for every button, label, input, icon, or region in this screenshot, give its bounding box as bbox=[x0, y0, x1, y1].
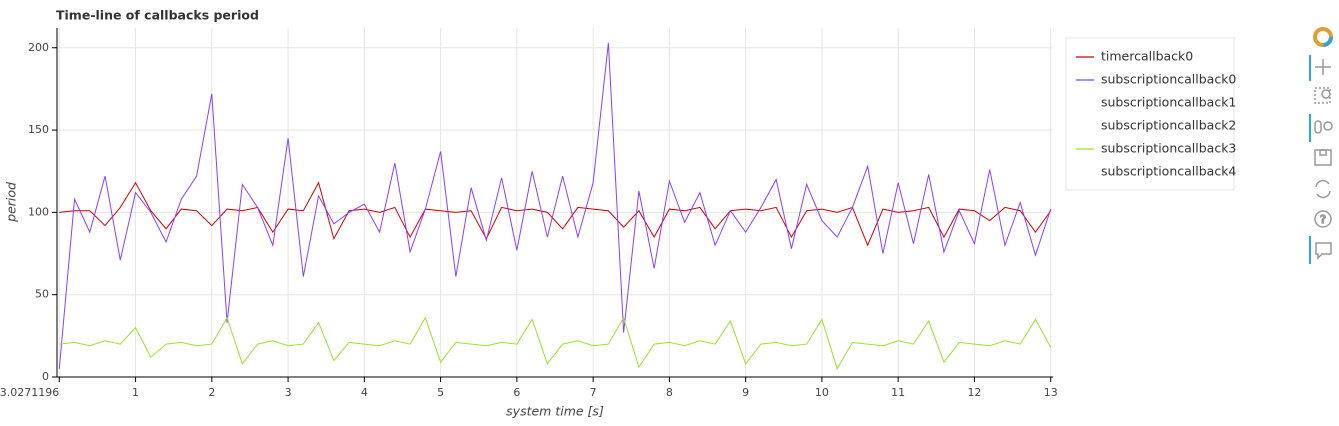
y-tick-label: 100 bbox=[28, 205, 49, 218]
x-tick-label: 5 bbox=[437, 386, 444, 399]
x-tick-label: 9 bbox=[742, 386, 749, 399]
svg-text:?: ? bbox=[1320, 213, 1326, 226]
legend-label: subscriptioncallback1 bbox=[1101, 95, 1236, 110]
x-tick-label: 1 bbox=[132, 386, 139, 399]
x-tick-label: 7 bbox=[590, 386, 597, 399]
y-tick-label: 50 bbox=[35, 288, 49, 301]
legend-label: subscriptioncallback4 bbox=[1101, 164, 1236, 179]
series-line bbox=[59, 181, 1052, 247]
x-tick-label: 4 bbox=[361, 386, 368, 399]
x-tick-label: 10 bbox=[815, 386, 829, 399]
legend-box bbox=[1065, 37, 1235, 191]
save-tool[interactable] bbox=[1314, 149, 1332, 166]
series-line bbox=[59, 316, 1052, 371]
pan-tool[interactable] bbox=[1315, 59, 1331, 75]
x-tick-label: 13 bbox=[1044, 386, 1058, 399]
legend-label: subscriptioncallback2 bbox=[1101, 118, 1236, 133]
x-tick-label: 2 bbox=[208, 386, 215, 399]
legend-label: subscriptioncallback0 bbox=[1101, 72, 1236, 87]
reset-tool[interactable] bbox=[1315, 179, 1331, 199]
x-tick-label: 11 bbox=[891, 386, 905, 399]
legend-label: subscriptioncallback3 bbox=[1101, 141, 1236, 156]
legend-label: timercallback0 bbox=[1101, 49, 1193, 64]
plot-area bbox=[57, 28, 1053, 378]
toolbar: ? bbox=[1309, 27, 1333, 264]
x-tick-label: 0+1672121003.0271196 bbox=[0, 386, 59, 399]
chart-title: Time-line of callbacks period bbox=[56, 8, 259, 23]
hover-tool[interactable] bbox=[1315, 242, 1332, 260]
y-tick-label: 200 bbox=[28, 41, 49, 54]
y-tick-label: 150 bbox=[28, 123, 49, 136]
zoom-tool[interactable] bbox=[1314, 87, 1331, 104]
x-axis-label: system time [s] bbox=[506, 404, 604, 419]
x-tick-label: 12 bbox=[967, 386, 981, 399]
x-tick-label: 6 bbox=[513, 386, 520, 399]
y-axis-label: period bbox=[4, 182, 19, 223]
y-tick-label: 0 bbox=[42, 370, 49, 383]
wheel-zoom-tool[interactable] bbox=[1314, 120, 1333, 134]
series-line bbox=[58, 42, 1052, 369]
x-tick-label: 8 bbox=[666, 386, 673, 399]
help-tool[interactable]: ? bbox=[1314, 210, 1332, 228]
x-tick-label: 3 bbox=[285, 386, 292, 399]
bokeh-logo[interactable] bbox=[1313, 27, 1333, 47]
